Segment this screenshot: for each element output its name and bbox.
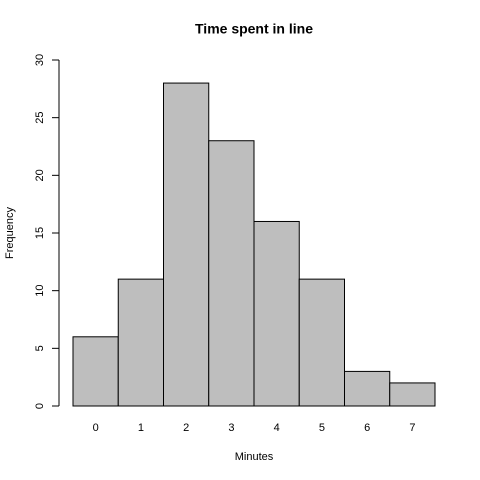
x-tick-label: 4 — [274, 422, 280, 434]
y-axis-label: Frequency — [4, 207, 16, 259]
x-tick-label: 6 — [364, 422, 370, 434]
x-tick-label: 2 — [183, 422, 189, 434]
y-tick-label: 0 — [34, 403, 46, 409]
y-tick-label: 20 — [34, 169, 46, 181]
y-tick-label: 15 — [34, 227, 46, 239]
chart-title: Time spent in line — [195, 21, 313, 37]
bar — [208, 140, 255, 407]
bar — [389, 382, 436, 407]
bar — [253, 220, 300, 407]
bar — [117, 278, 164, 407]
x-tick-label: 1 — [138, 422, 144, 434]
x-tick-label: 0 — [93, 422, 99, 434]
x-tick-label: 7 — [409, 422, 415, 434]
bar — [298, 278, 345, 407]
y-tick-label: 10 — [34, 285, 46, 297]
bar — [163, 82, 210, 407]
y-tick-label: 25 — [34, 112, 46, 124]
bar — [72, 336, 119, 407]
bar — [344, 370, 391, 407]
x-axis-label: Minutes — [235, 451, 274, 463]
x-tick-label: 3 — [228, 422, 234, 434]
x-tick-label: 5 — [319, 422, 325, 434]
y-tick-label: 30 — [34, 54, 46, 66]
y-tick-label: 5 — [34, 345, 46, 351]
